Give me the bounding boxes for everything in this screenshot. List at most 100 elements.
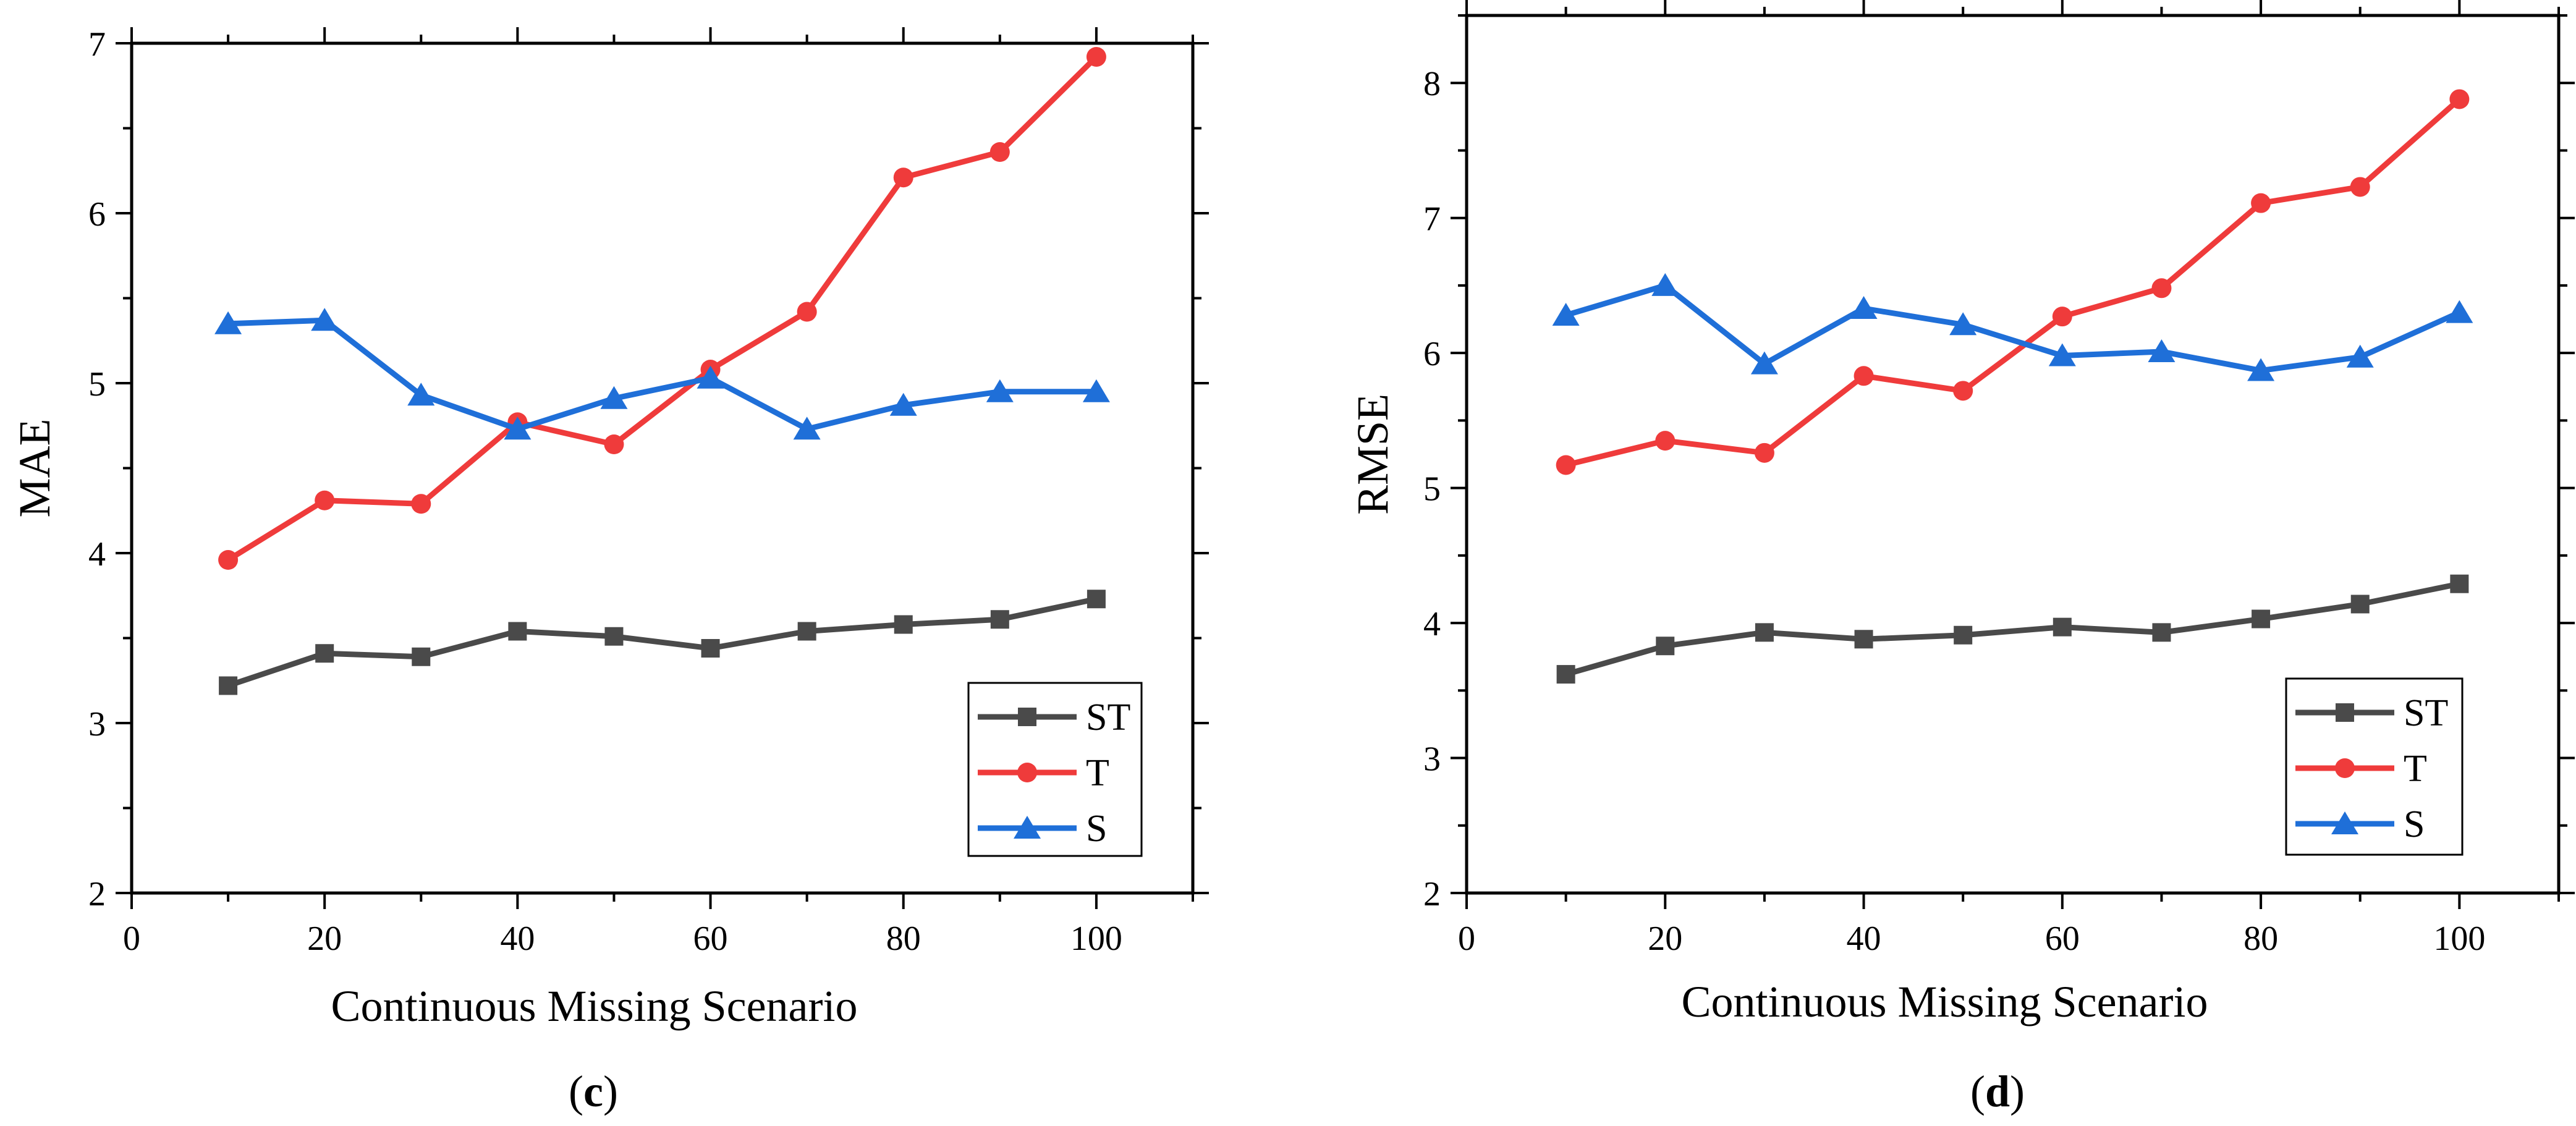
y-tick-label: 5 <box>1423 470 1441 509</box>
legend-label-s: S <box>1086 808 1107 850</box>
data-point-t <box>604 434 624 454</box>
data-point-t <box>411 494 431 514</box>
data-point-s <box>793 417 821 440</box>
x-tick-label: 40 <box>500 920 535 958</box>
x-tick-label: 100 <box>1070 920 1122 958</box>
data-point-t <box>2350 177 2370 197</box>
data-point-s <box>2346 344 2374 368</box>
data-point-s <box>1552 302 1580 326</box>
data-point-st <box>990 610 1009 629</box>
data-point-st <box>315 644 334 663</box>
data-point-s <box>504 417 532 440</box>
data-point-st <box>508 622 527 641</box>
y-tick-label: 2 <box>88 875 106 913</box>
data-point-s <box>1949 312 1977 336</box>
x-tick-label: 100 <box>2433 920 2485 958</box>
data-point-t <box>218 550 239 570</box>
legend-marker-t <box>1017 763 1037 782</box>
x-tick-label: 60 <box>693 920 728 958</box>
data-point-t <box>2251 193 2271 213</box>
panel-caption: (c) <box>569 1067 618 1116</box>
y-tick-label: 4 <box>1423 605 1441 643</box>
data-point-st <box>604 627 624 646</box>
legend-marker-st <box>2336 703 2354 722</box>
data-point-st <box>2152 623 2171 642</box>
y-tick-label: 3 <box>88 705 106 743</box>
x-tick-label: 80 <box>2243 920 2278 958</box>
data-point-st <box>2053 617 2072 637</box>
x-tick-label: 80 <box>886 920 921 958</box>
y-axis-title: MAE <box>10 419 59 518</box>
x-tick-label: 0 <box>123 920 140 958</box>
legend-label-t: T <box>1086 752 1109 794</box>
y-axis-title: RMSE <box>1348 394 1397 515</box>
panel-c: 0 20 40 60 80 100 2 3 4 5 6 7 Continuous Missing Sce… <box>10 25 1209 1116</box>
x-tick-label: 40 <box>1847 920 1881 958</box>
data-point-s <box>214 311 242 334</box>
data-point-st <box>1854 630 1873 649</box>
data-point-s <box>889 392 917 416</box>
x-axis-title: Continuous Missing Scenario <box>331 981 857 1031</box>
data-point-t <box>1754 442 1774 463</box>
data-point-st <box>1656 637 1675 656</box>
data-point-t <box>1086 47 1106 67</box>
data-point-st <box>412 647 431 666</box>
x-tick-label: 20 <box>307 920 342 958</box>
x-tick-label: 60 <box>2045 920 2080 958</box>
data-point-st <box>2252 609 2271 629</box>
y-tick-label: 7 <box>1423 200 1441 239</box>
y-tick-label: 2 <box>1423 875 1441 913</box>
data-point-t <box>797 302 817 322</box>
data-point-s <box>1651 273 1679 296</box>
legend-marker-st <box>1018 708 1036 726</box>
data-point-s <box>986 379 1014 402</box>
y-tick-label: 4 <box>88 535 106 574</box>
data-point-t <box>1556 455 1576 475</box>
data-point-s <box>2446 300 2473 323</box>
y-tick-label: 6 <box>1423 335 1441 373</box>
plot-frame <box>1465 14 2561 895</box>
legend-label-st: ST <box>1086 696 1130 739</box>
x-axis-title: Continuous Missing Scenario <box>1681 977 2208 1027</box>
data-point-s <box>1850 296 1878 320</box>
data-point-s <box>2048 343 2076 366</box>
legend-label-st: ST <box>2404 692 2448 734</box>
series-line-st <box>227 596 1097 688</box>
y-tick-label: 5 <box>88 365 106 404</box>
data-point-s <box>1750 351 1778 375</box>
legend-marker-s <box>2331 811 2358 834</box>
data-point-s <box>2148 339 2176 362</box>
data-point-s <box>407 383 435 406</box>
series-line-t <box>226 54 1099 562</box>
data-point-s <box>600 386 628 409</box>
legend-marker-t <box>2335 758 2355 778</box>
data-point-t <box>893 167 913 188</box>
data-point-st <box>2450 574 2469 593</box>
data-point-st <box>2350 595 2370 614</box>
series-line-s <box>1565 282 2461 374</box>
data-point-st <box>1087 590 1106 609</box>
data-point-st <box>1556 665 1575 684</box>
y-tick-label: 6 <box>88 195 106 234</box>
data-point-st <box>701 639 720 658</box>
y-tick-label: 8 <box>1423 65 1441 103</box>
data-point-s <box>311 308 339 331</box>
data-point-t <box>989 142 1010 162</box>
data-point-t <box>2052 307 2072 327</box>
data-point-st <box>1954 625 1973 645</box>
panel-caption: (d) <box>1970 1067 2025 1116</box>
series-line-s <box>227 317 1096 432</box>
data-point-t <box>1854 366 1874 386</box>
y-tick-label: 7 <box>88 25 106 64</box>
data-point-st <box>1755 623 1774 642</box>
data-point-st <box>894 615 913 634</box>
data-point-s <box>697 365 724 389</box>
data-point-s <box>1082 379 1110 402</box>
legend-label-t: T <box>2404 748 2427 790</box>
data-point-t <box>315 490 335 510</box>
legend-marker-s <box>1014 816 1041 839</box>
series-line-st <box>1565 581 2460 677</box>
data-point-t <box>2449 89 2470 109</box>
data-point-s <box>2247 358 2275 381</box>
